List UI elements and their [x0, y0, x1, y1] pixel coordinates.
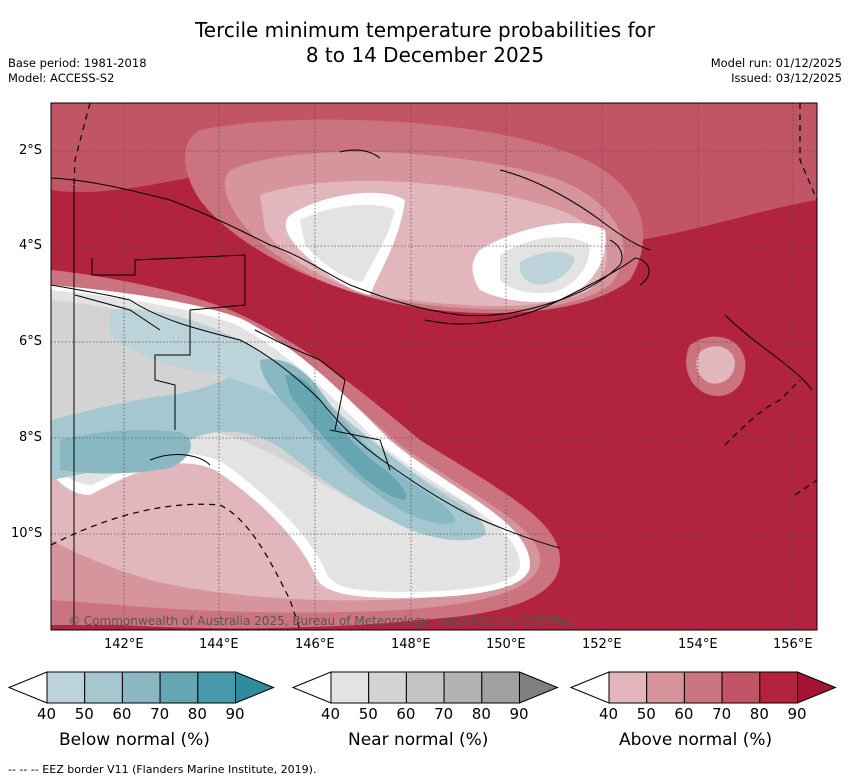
near-normal-zone-north-west — [300, 204, 395, 282]
colorbar-tick-label: 90 — [509, 705, 529, 723]
below-normal-50-zone-north — [519, 251, 575, 285]
colorbar-extend-high — [235, 671, 275, 704]
border-line — [91, 254, 246, 430]
colorbar-tick-label: 60 — [396, 705, 416, 723]
colorbar-extend-high — [519, 671, 559, 704]
colorbar-segment — [405, 671, 445, 704]
colorbar-segment — [121, 671, 161, 704]
colorbar-label-below: Below normal (%) — [59, 730, 210, 750]
below-normal-50-zone-west — [110, 309, 320, 410]
lon-label: 154°E — [678, 637, 718, 652]
border-line — [74, 294, 161, 331]
provincial-borders — [73, 185, 391, 625]
below-normal-60-zone — [51, 366, 486, 541]
colorbar-tick-label: 50 — [74, 705, 94, 723]
coastlines — [51, 149, 813, 549]
border-line — [254, 329, 346, 431]
new-guinea-north-coast — [51, 177, 623, 317]
colorbar-segment — [759, 671, 798, 704]
title-line-2: 8 to 14 December 2025 — [305, 43, 545, 67]
lon-label: 142°E — [104, 637, 144, 652]
eez-border-line — [794, 479, 818, 496]
colorbars — [7, 671, 837, 704]
colorbar-tick-label: 40 — [321, 705, 341, 723]
fly-delta-coast — [149, 454, 211, 466]
colorbar-segment — [197, 671, 237, 704]
border-line — [329, 429, 391, 471]
colorbar-tick-label: 40 — [599, 705, 619, 723]
lat-label: 10°S — [11, 526, 43, 541]
lon-label: 148°E — [391, 637, 431, 652]
lon-label: 152°E — [582, 637, 622, 652]
eez-border-line — [799, 103, 818, 201]
colorbar-tick-label: 80 — [187, 705, 207, 723]
colorbar-tick-label: 70 — [150, 705, 170, 723]
colorbar-tick-label: 80 — [471, 705, 491, 723]
colorbar-tick-label: 80 — [749, 705, 769, 723]
colorbar-tick-label: 40 — [37, 705, 57, 723]
new-ireland-coast — [499, 169, 651, 251]
colorbar-extend-low — [291, 671, 332, 704]
colorbar-segment — [646, 671, 685, 704]
below-normal-80-zone — [285, 374, 407, 500]
colorbar-segment — [330, 671, 370, 704]
lat-label: 2°S — [19, 143, 43, 158]
colorbar-extend-low — [7, 671, 48, 704]
colorbar-tick-label: 60 — [112, 705, 132, 723]
colorbar-tick-label: 90 — [787, 705, 807, 723]
new-guinea-south-coast — [51, 284, 561, 549]
colorbar-segment — [46, 671, 86, 704]
colorbar-segment — [608, 671, 648, 704]
run-info: Model run: 01/12/2025 Issued: 03/12/2025 — [711, 56, 842, 86]
lat-label: 4°S — [19, 238, 43, 253]
eez-border-line — [724, 379, 801, 446]
model-name: Model: ACCESS-S2 — [8, 71, 115, 85]
colorbar-tick-label: 70 — [712, 705, 732, 723]
lat-label: 6°S — [19, 334, 43, 349]
lon-label: 146°E — [295, 637, 335, 652]
eez-border-line — [73, 102, 91, 186]
issued-date: Issued: 03/12/2025 — [731, 71, 842, 85]
copyright-credit: © Commonwealth of Australia 2025, Bureau… — [68, 614, 574, 628]
colorbar-segment — [721, 671, 761, 704]
colorbar-label-near: Near normal (%) — [348, 730, 489, 750]
eez-borders — [50, 102, 818, 631]
colorbar-label-above: Above normal (%) — [619, 730, 773, 750]
colorbar-segment — [368, 671, 407, 704]
new-britain-coast — [424, 257, 650, 325]
eez-footnote: -- -- -- EEZ border V11 (Flanders Marine… — [8, 763, 317, 776]
colorbar-segment — [481, 671, 520, 704]
colorbar-tick-label: 90 — [225, 705, 245, 723]
above-normal-40-zone-east — [696, 346, 735, 384]
colorbar-tick-label: 60 — [674, 705, 694, 723]
colorbar-extend-low — [569, 671, 610, 704]
chart-title: Tercile minimum temperature probabilitie… — [0, 18, 850, 68]
base-period: Base period: 1981-2018 — [8, 56, 147, 70]
colorbar-tick-label: 70 — [434, 705, 454, 723]
lon-label: 150°E — [486, 637, 526, 652]
bougainville-coast — [724, 314, 813, 391]
colorbar-tick-label: 50 — [636, 705, 656, 723]
manus-coast — [339, 149, 381, 159]
colorbar-segment — [84, 671, 123, 704]
colorbar-segment — [159, 671, 199, 704]
colorbar-extend-high — [797, 671, 837, 704]
title-line-1: Tercile minimum temperature probabilitie… — [194, 18, 656, 42]
model-run: Model run: 01/12/2025 — [710, 56, 842, 70]
colorbar-segment — [683, 671, 723, 704]
graticule — [51, 103, 817, 630]
map-frame — [50, 102, 818, 631]
lon-label: 156°E — [773, 637, 813, 652]
colorbar-segment — [443, 671, 483, 704]
below-normal-70-zone-west — [60, 430, 191, 474]
colorbar-tick-label: 50 — [358, 705, 378, 723]
lat-label: 8°S — [19, 430, 43, 445]
model-info: Base period: 1981-2018 Model: ACCESS-S2 — [8, 56, 147, 86]
lon-label: 144°E — [199, 637, 239, 652]
